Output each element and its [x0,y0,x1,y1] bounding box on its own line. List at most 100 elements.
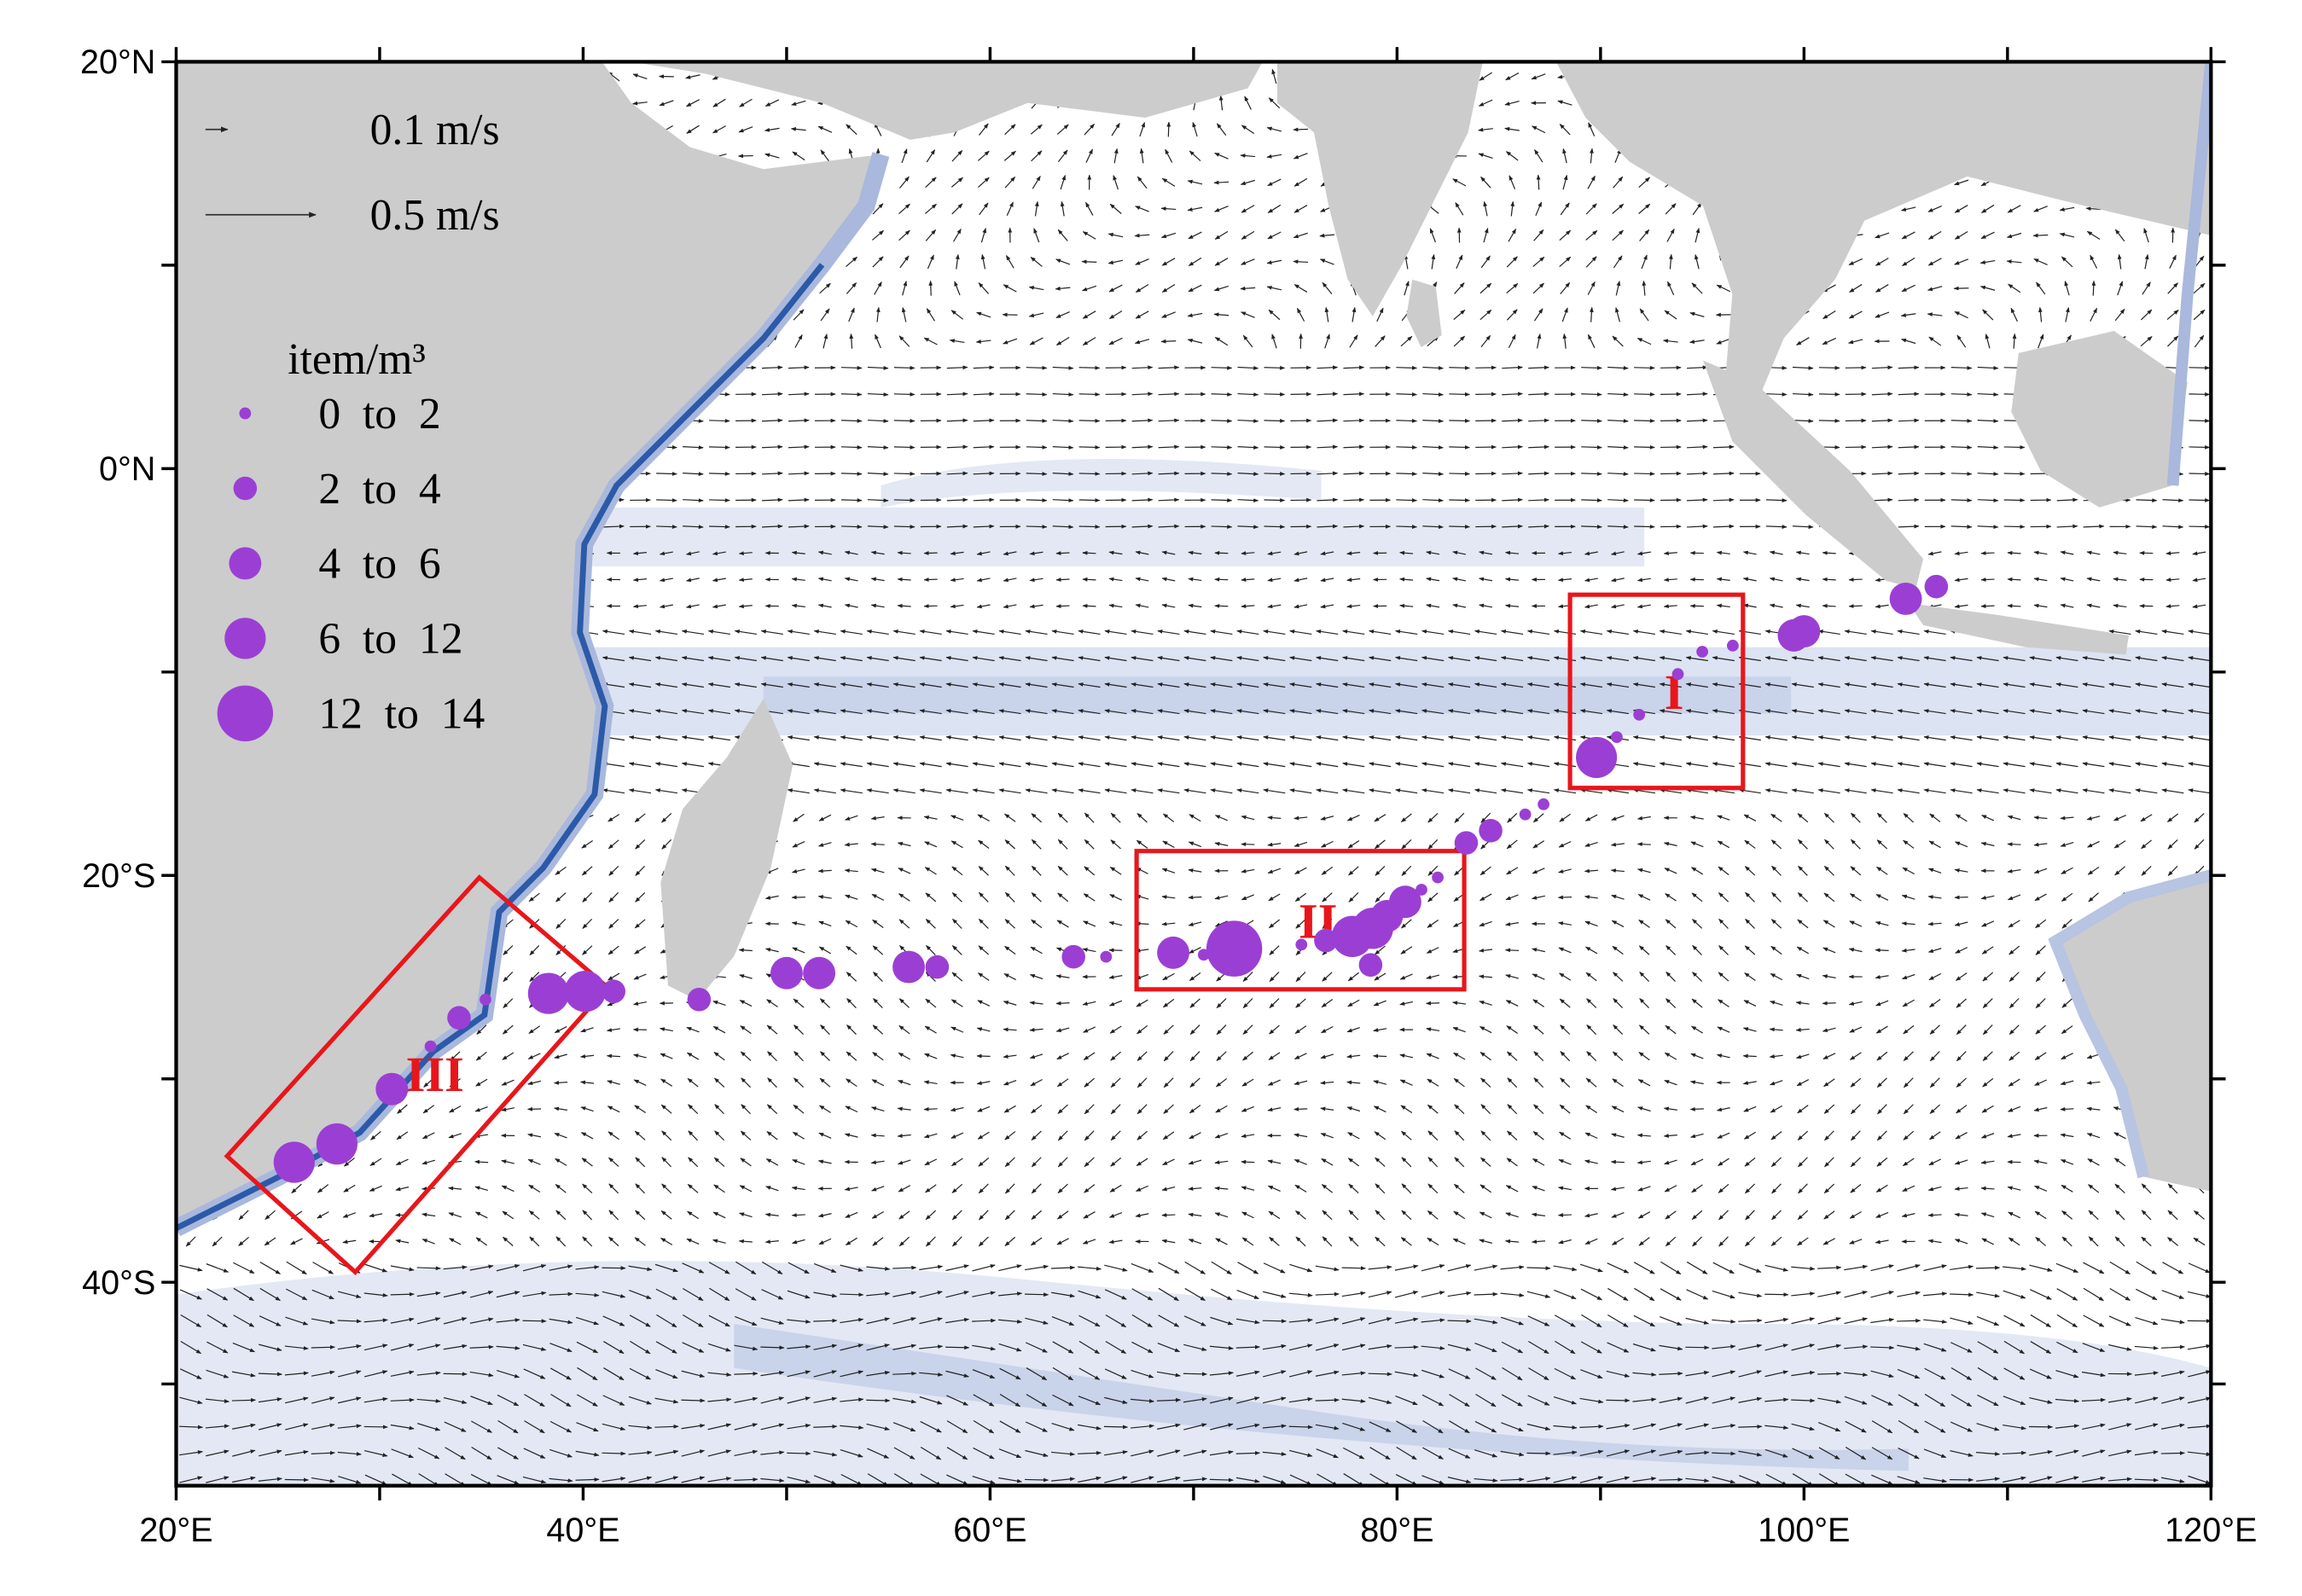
current-arrow [1689,1106,1704,1111]
current-arrow [1849,283,1863,293]
current-arrow [1161,311,1176,318]
current-arrow [1026,525,1048,529]
current-arrow [1900,206,1916,212]
current-arrow [1057,229,1068,241]
current-arrow [1505,73,1520,81]
current-arrow [925,229,937,241]
current-arrow [1980,577,1995,582]
current-arrow [1979,285,1996,291]
current-arrow [793,309,805,321]
legend-title: item/m³ [288,335,426,384]
current-arrow [1449,525,1470,529]
current-arrow [1368,1372,1392,1377]
current-arrow [1188,257,1202,267]
current-arrow [1003,284,1017,293]
current-arrow [840,445,863,450]
current-arrow [1161,1213,1176,1217]
current-arrow [1453,309,1466,321]
current-arrow [1060,200,1065,217]
x-tick-label: 100°E [1758,1512,1850,1549]
current-arrow [1373,1053,1387,1059]
current-arrow [1875,311,1890,318]
y-tick-label: 0°N [99,450,155,488]
station [1777,618,1811,652]
current-arrow [1183,1372,1207,1377]
current-arrow [2160,1451,2185,1455]
current-arrow [2143,228,2149,243]
current-arrow [1241,205,1255,213]
current-arrow [2033,206,2048,212]
current-arrow [1078,365,1101,370]
current-arrow [1135,283,1149,293]
current-arrow [1213,180,1229,185]
current-arrow [1612,229,1624,241]
current-arrow [1897,1318,1921,1323]
shading [734,1323,1909,1471]
current-arrow [1479,72,1492,81]
current-arrow [1267,204,1282,213]
current-arrow [1900,313,1916,317]
current-arrow [1581,365,1602,370]
current-arrow [1214,258,1229,266]
current-arrow [2064,281,2070,296]
current-arrow [1638,203,1651,214]
current-arrow [874,281,882,295]
current-arrow [1240,286,1256,291]
current-arrow [1396,445,1418,450]
current-arrow [1716,284,1731,293]
x-tick-label: 80°E [1360,1512,1433,1549]
station [1479,819,1503,843]
current-arrow [1139,122,1146,137]
shading [176,1261,2212,1486]
current-arrow [1664,310,1677,320]
current-arrow [1213,285,1229,292]
current-arrow [1979,259,1996,264]
current-arrow [977,150,990,161]
current-arrow [1241,230,1255,240]
current-arrow [1078,392,1101,397]
current-arrow [764,99,780,107]
legend-dot [239,407,252,420]
current-arrow [1479,309,1492,321]
current-arrow [875,306,881,322]
current-arrow [1980,204,1995,213]
current-arrow [945,1345,970,1350]
current-arrow [2189,525,2211,529]
station [1295,938,1308,951]
current-arrow [712,98,726,107]
current-arrow [1526,1451,1551,1456]
current-arrow [1954,179,1969,186]
current-arrow [656,525,677,529]
current-arrow [1322,281,1333,295]
current-arrow [1588,122,1596,136]
current-arrow [840,498,863,502]
station [1889,583,1922,615]
current-arrow [1560,202,1570,216]
current-arrow [1192,121,1198,137]
current-arrow [1211,365,1233,370]
current-arrow [1449,498,1470,502]
current-arrow [1135,310,1149,319]
current-arrow [2189,365,2211,370]
current-arrow [632,73,648,79]
current-arrow [1003,150,1016,161]
current-arrow [1818,365,1840,370]
current-arrow [951,203,963,215]
station [424,1040,437,1053]
current-arrow [1504,948,1520,953]
current-arrow [231,1397,256,1402]
current-arrow [712,125,726,134]
current-arrow [1216,123,1227,136]
current-arrow [1352,306,1357,322]
current-arrow [1509,175,1516,190]
current-arrow [1610,1159,1625,1164]
current-arrow [1006,201,1014,216]
current-arrow [1160,339,1177,344]
current-arrow [951,150,963,162]
current-arrow [2090,307,2098,322]
current-arrow [1634,472,1655,476]
current-arrow [2065,307,2070,322]
current-arrow [1639,229,1650,241]
current-arrow [2061,256,2073,268]
current-arrow [1218,95,1224,111]
